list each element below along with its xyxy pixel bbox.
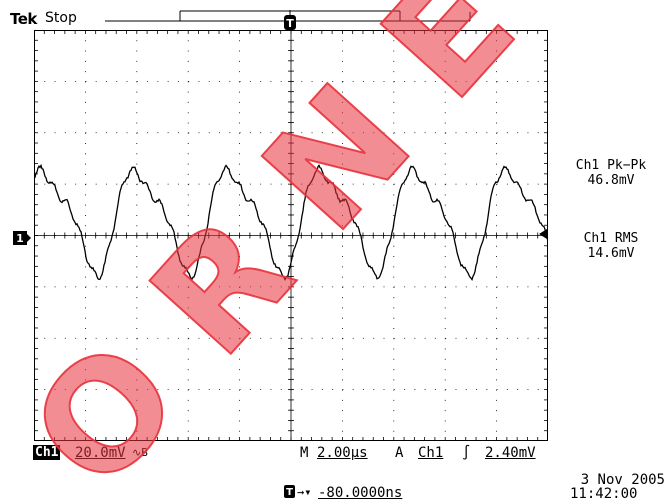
timebase-value: 2.00µs (317, 445, 368, 461)
svg-text:T: T (286, 487, 293, 498)
measurement-pk-pk-label: Ch1 Pk−Pk (558, 158, 664, 173)
trigger-source: Ch1 (418, 445, 443, 461)
header: Tek Stop T (0, 0, 667, 30)
trigger-marker-text: T (286, 17, 294, 30)
bandwidth-limit-icon: ∿B (132, 446, 148, 459)
status-bar: Ch1 20.0mV ∿B M 2.00µs A Ch1 ∫ 2.40mV T … (0, 444, 667, 504)
waveform-display[interactable] (34, 30, 548, 441)
timebase-prefix: M (300, 445, 308, 461)
volts-per-div: 20.0mV (75, 445, 126, 461)
trigger-offset: -80.0000ns (318, 485, 402, 501)
trigger-mode: A (395, 445, 403, 461)
ch1-level-marker-icon: 1 (13, 230, 31, 246)
trigger-level: 2.40mV (485, 445, 536, 461)
channel-badge: Ch1 (33, 445, 60, 460)
measurement-rms: Ch1 RMS 14.6mV (558, 231, 664, 261)
trigger-level-arrow-icon (538, 228, 548, 240)
measurement-pk-pk: Ch1 Pk−Pk 46.8mV (558, 158, 664, 188)
measurement-pk-pk-value: 46.8mV (558, 173, 664, 188)
trigger-offset-icon: T (283, 484, 297, 500)
measurement-rms-label: Ch1 RMS (558, 231, 664, 246)
ch1-marker-text: 1 (16, 232, 24, 245)
time-label: 11:42:00 (570, 486, 636, 502)
measurement-rms-value: 14.6mV (558, 246, 664, 261)
graticule (34, 30, 548, 441)
trigger-slope-icon: ∫ (462, 445, 470, 461)
record-position-bar (0, 0, 667, 30)
offset-arrow-icon: →▾ (297, 485, 311, 499)
